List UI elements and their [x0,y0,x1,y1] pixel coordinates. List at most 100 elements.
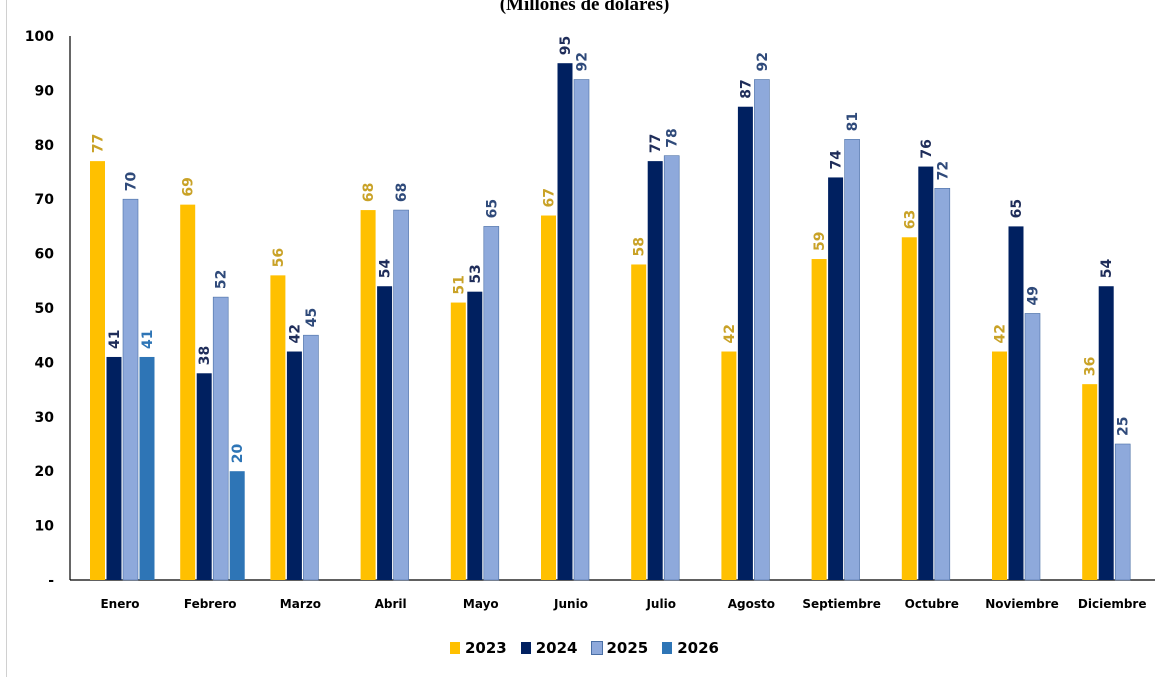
bar-2025-septiembre [844,139,860,581]
bar-2023-marzo [270,275,286,580]
data-label-2023: 77 [91,134,107,153]
legend-swatch [590,641,603,655]
bar-2024-octubre [918,166,934,580]
bar-2025-abril [393,209,409,581]
legend-swatch [520,642,531,654]
data-label-2024: 38 [197,346,213,365]
data-label-2023: 36 [1083,357,1099,376]
y-tick-label: 30 [35,410,55,426]
data-label-2023: 56 [271,248,287,267]
bar-2025-enero [122,198,139,581]
data-label-2024: 77 [648,134,664,153]
bar-2024-diciembre [1098,286,1114,580]
data-label-2025: 72 [935,161,951,180]
data-label-2025: 65 [484,199,500,218]
bar-2025-agosto [754,79,770,581]
bar-2025-julio [663,155,680,581]
bar-2023-abril [360,210,376,580]
data-label-2025: 49 [1026,286,1042,305]
data-label-2024: 74 [829,150,845,170]
data-label-2024: 42 [287,324,303,343]
bar-2025-octubre [934,188,951,581]
data-label-2023: 42 [722,324,738,343]
bar-2024-septiembre [828,177,844,580]
x-category-label: Marzo [280,597,321,611]
bar-chart: - 10 20 30 40 50 60 70 80 90 100 Enero Febrero Marzo A… [25,29,1155,611]
y-tick-label: 40 [35,355,55,371]
bar-2025-marzo [303,334,319,581]
bar-2023-agosto [721,351,737,580]
data-label-2025: 70 [124,171,140,191]
data-label-2024: 53 [468,264,484,283]
data-label-2024: 87 [738,79,754,98]
bar-2024-junio [557,63,573,580]
data-label-2024: 95 [558,36,574,55]
data-label-2023: 58 [632,237,648,256]
bar-2023-febrero [180,204,196,580]
legend-label: 2024 [535,639,578,657]
data-label-2023: 51 [451,275,467,294]
legend-label: 2025 [606,639,649,657]
bar-2024-mayo [467,291,483,580]
x-category-label: Diciembre [1078,597,1147,611]
bar-2023-junio [541,215,556,580]
x-category-label: Julio [645,597,675,611]
data-label-2023: 68 [361,183,377,202]
bar-2025-mayo [483,226,500,581]
data-label-2023: 42 [993,324,1009,343]
bar-2025-diciembre [1114,443,1131,581]
x-category-label: Mayo [463,597,499,611]
legend-swatch [662,642,673,654]
bar-2023-mayo [450,302,466,580]
chart-title: (Millones de dólares) [499,0,670,15]
bar-2024-enero [106,356,122,580]
y-tick-label: 60 [35,247,55,263]
legend-label: 2026 [677,639,719,657]
bar-2023-julio [631,264,647,580]
bar-2024-marzo [286,351,302,580]
y-tick-label: 50 [35,301,55,317]
data-label-2024: 54 [378,258,394,278]
y-tick-label: 100 [25,29,54,45]
data-label-2024: 65 [1009,199,1025,218]
bar-2024-agosto [737,106,753,580]
bar-2026-enero [139,356,155,580]
data-label-2025: 78 [665,128,681,147]
bar-2024-noviembre [1008,226,1024,580]
y-tick-label: 70 [35,192,55,208]
x-category-label: Junio [553,597,588,611]
legend-item-2025: 2025 [590,639,649,657]
y-tick-label: 80 [35,138,55,154]
y-tick-label: - [48,573,54,589]
legend-item-2026: 2026 [662,639,719,657]
bar-2024-julio [647,161,663,580]
bar-2025-febrero [212,296,229,581]
chart-frame [6,0,1166,677]
bar-2024-abril [377,286,393,580]
y-tick-label: 20 [35,464,55,480]
x-category-label: Abril [375,597,407,611]
data-label-2024: 76 [919,139,935,158]
legend-label: 2023 [465,639,507,657]
legend-item-2023: 2023 [450,639,507,657]
x-category-label: Noviembre [985,597,1059,611]
bar-2023-septiembre [811,259,827,580]
data-label-2025: 92 [575,52,591,71]
bar-2025-noviembre [1024,313,1041,581]
bar-2026-febrero [229,471,245,580]
data-label-2024: 41 [107,329,123,348]
bar-2024-febrero [196,373,212,580]
legend-item-2024: 2024 [520,639,578,657]
data-label-2025: 52 [214,270,230,289]
data-label-2025: 68 [394,183,410,202]
data-label-2025: 81 [845,112,861,131]
x-category-label: Agosto [728,597,775,611]
bar-2023-diciembre [1082,384,1098,580]
legend-swatch [450,642,460,654]
bar-2023-octubre [901,237,917,580]
data-label-2023: 69 [181,177,197,196]
legend: 2023 2024 2025 2026 [0,639,1169,657]
bar-2023-noviembre [992,351,1007,580]
bar-2025-junio [573,79,590,581]
data-label-2023: 63 [902,210,918,229]
